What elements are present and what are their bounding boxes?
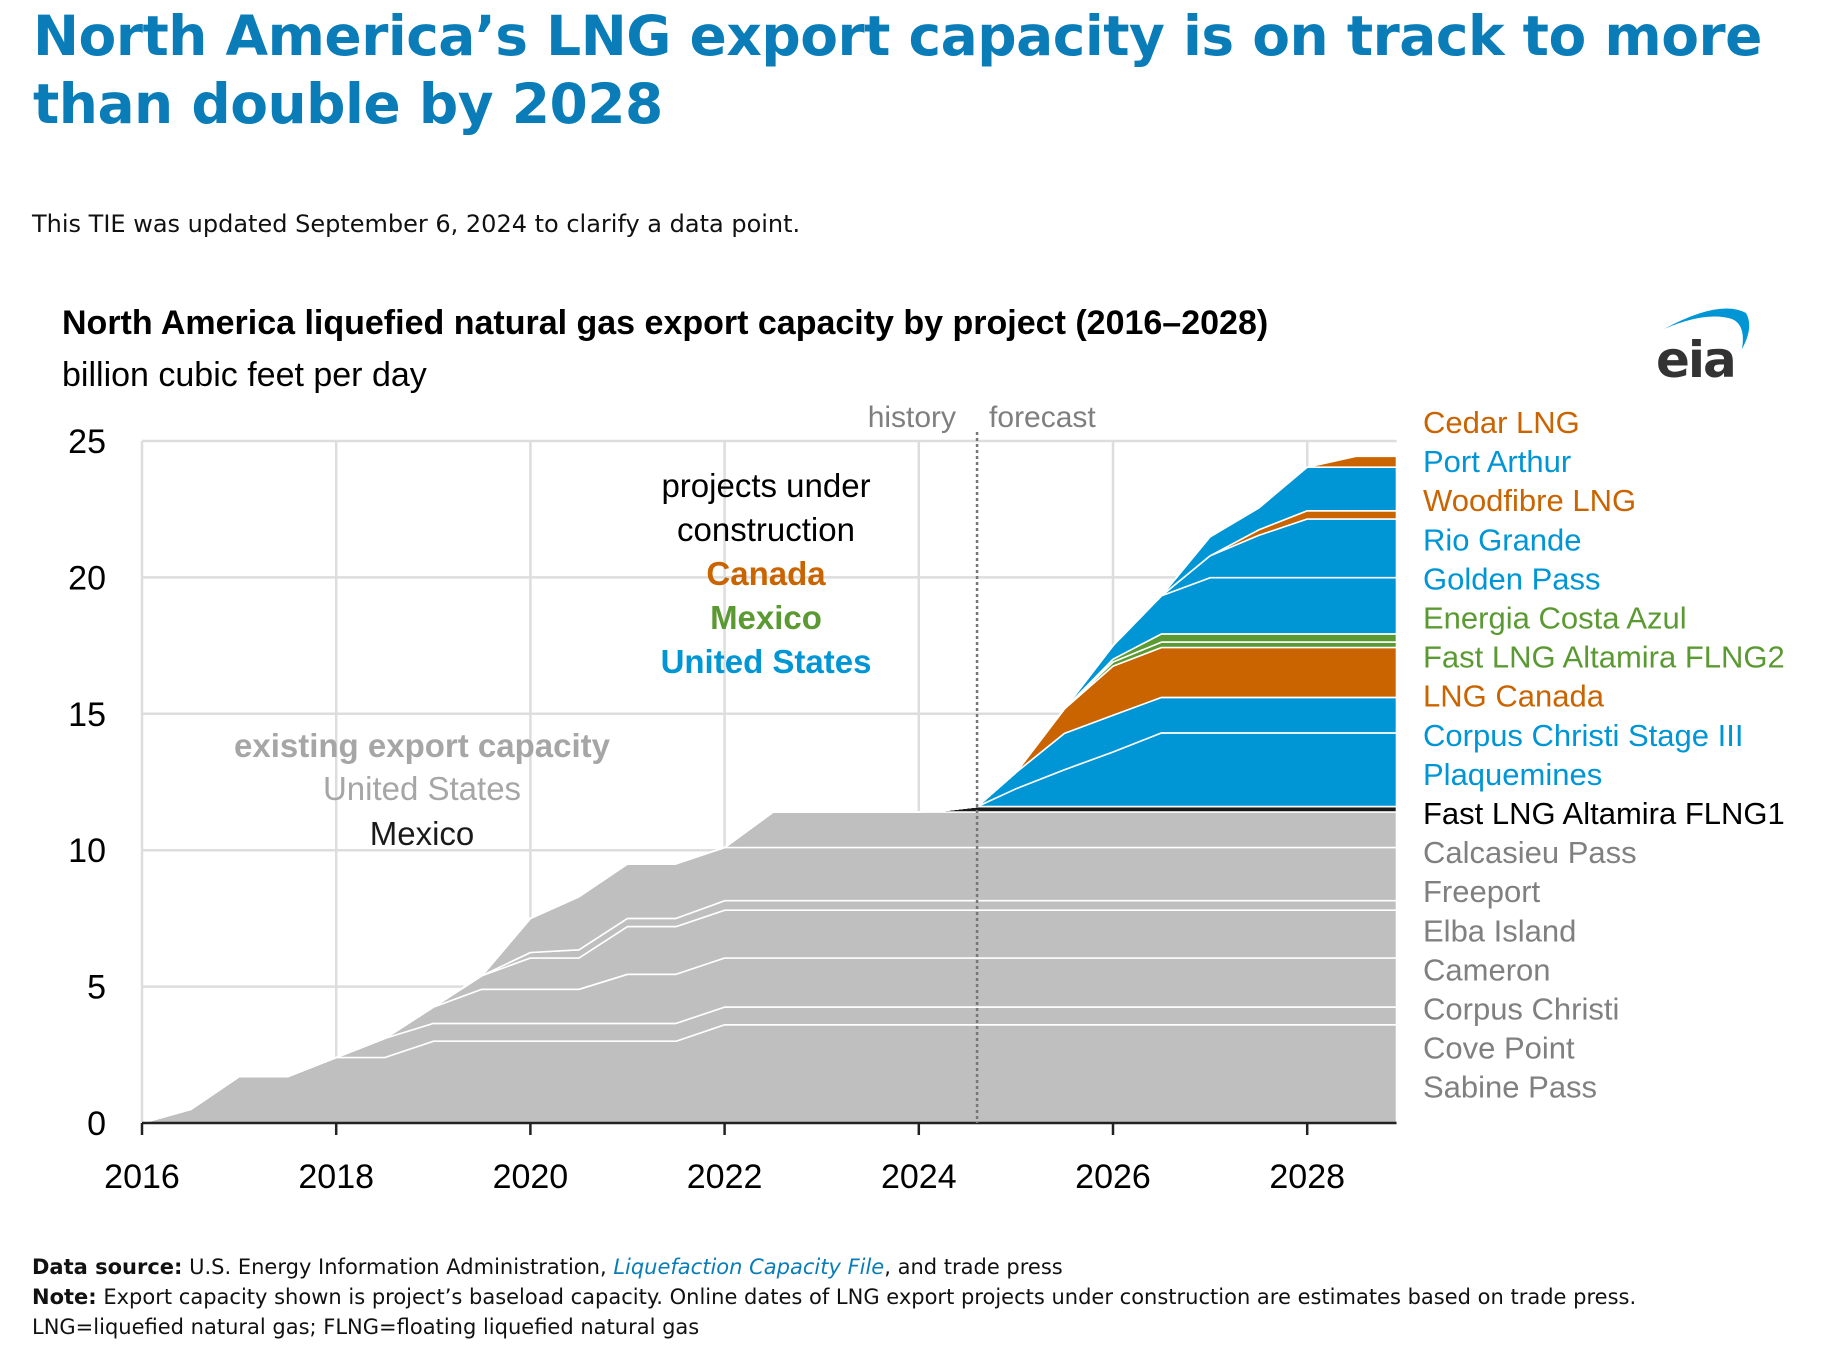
note-label: Note: (32, 1285, 97, 1309)
area-cedar-lng (141, 455, 1398, 1124)
legend-label: Fast LNG Altamira FLNG1 (1423, 796, 1785, 831)
y-tick-label: 15 (68, 696, 106, 734)
annotation-existing-mexico: Mexico (370, 815, 475, 852)
legend-label: Port Arthur (1423, 444, 1571, 479)
legend-label: Cedar LNG (1423, 405, 1580, 440)
source-text: U.S. Energy Information Administration, (182, 1255, 614, 1279)
history-label: history (868, 401, 956, 434)
x-tick-label: 2016 (104, 1158, 180, 1196)
y-tick-label: 20 (68, 559, 106, 597)
annotation-existing-us: United States (323, 770, 521, 807)
eia-logo: eia (1656, 308, 1750, 385)
source-label: Data source: (32, 1255, 183, 1279)
capacity-file-link[interactable]: Liquefaction Capacity File (613, 1255, 885, 1279)
x-tick-label: 2020 (493, 1158, 569, 1196)
y-tick-label: 0 (87, 1105, 106, 1143)
area-sabine-pass (141, 1024, 1398, 1124)
abbreviations: LNG=liquefied natural gas; FLNG=floating… (32, 1315, 700, 1339)
legend-label: Corpus Christi Stage III (1423, 718, 1743, 753)
y-tick-label: 25 (68, 423, 106, 461)
page-headline: North America’s LNG export capacity is o… (33, 4, 1762, 136)
y-tick-label: 5 (87, 969, 106, 1007)
annotation-construction: construction (677, 511, 855, 548)
legend-label: Elba Island (1423, 913, 1576, 948)
svg-text:eia: eia (1656, 331, 1735, 385)
legend-label: Sabine Pass (1423, 1070, 1597, 1105)
note-text: Export capacity shown is project’s basel… (96, 1285, 1637, 1309)
legend-label: Plaquemines (1423, 757, 1602, 792)
annotation-mexico: Mexico (710, 599, 822, 636)
legend-label: Calcasieu Pass (1423, 835, 1637, 870)
annotation-united-states: United States (661, 643, 872, 680)
legend-label: Rio Grande (1423, 522, 1582, 557)
legend-label: LNG Canada (1423, 679, 1605, 714)
forecast-label: forecast (989, 401, 1096, 434)
legend-label: Freeport (1423, 874, 1541, 909)
source-text-end: , and trade press (884, 1255, 1063, 1279)
chart-units: billion cubic feet per day (62, 356, 427, 394)
legend-label: Golden Pass (1423, 561, 1601, 596)
x-tick-label: 2022 (687, 1158, 763, 1196)
annotation-projects-under: projects under (661, 467, 870, 504)
legend-label: Cove Point (1423, 1031, 1575, 1066)
footer: Data source: U.S. Energy Information Adm… (32, 1252, 1636, 1342)
legend-label: Woodfibre LNG (1423, 483, 1636, 518)
legend-label: Fast LNG Altamira FLNG2 (1423, 640, 1785, 675)
x-tick-label: 2026 (1075, 1158, 1151, 1196)
x-tick-label: 2028 (1269, 1158, 1345, 1196)
x-tick-label: 2024 (881, 1158, 957, 1196)
annotation-existing-capacity: existing export capacity (234, 727, 611, 764)
legend-label: Corpus Christi (1423, 992, 1619, 1027)
update-note: This TIE was updated September 6, 2024 t… (32, 210, 801, 238)
chart-title: North America liquefied natural gas expo… (62, 304, 1269, 342)
annotation-canada: Canada (706, 555, 826, 592)
x-tick-label: 2018 (298, 1158, 374, 1196)
legend-label: Cameron (1423, 952, 1551, 987)
legend-label: Energia Costa Azul (1423, 601, 1687, 636)
y-tick-label: 10 (68, 832, 106, 870)
